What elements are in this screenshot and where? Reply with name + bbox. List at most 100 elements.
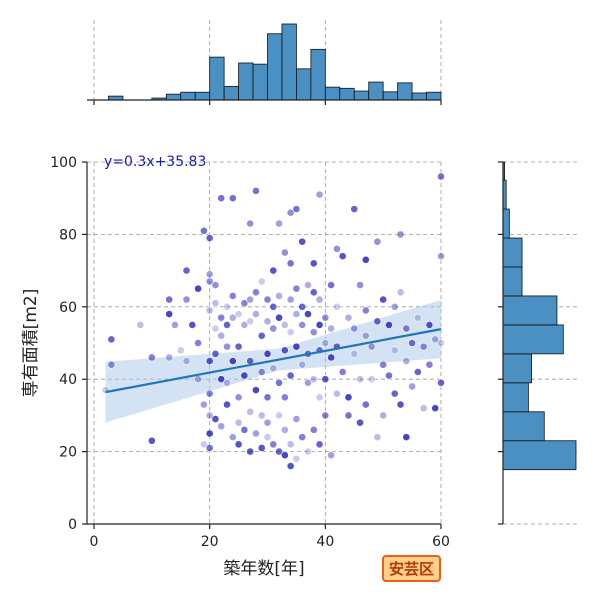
data-point	[280, 425, 289, 434]
data-point	[147, 436, 156, 445]
data-point	[269, 302, 278, 311]
data-point	[199, 226, 208, 235]
data-point	[286, 440, 295, 449]
data-point	[182, 357, 191, 365]
data-point	[379, 411, 388, 420]
data-point	[228, 357, 237, 365]
data-point	[217, 331, 226, 340]
data-point	[373, 433, 382, 442]
data-point	[298, 433, 307, 442]
data-point	[252, 187, 260, 195]
data-point	[321, 411, 330, 420]
data-point	[292, 205, 301, 213]
data-point	[390, 346, 399, 355]
data-point	[327, 324, 336, 333]
x-hist-bar	[180, 91, 196, 101]
data-point	[280, 346, 289, 355]
data-point	[171, 320, 179, 329]
data-point	[350, 324, 359, 333]
data-point	[246, 219, 255, 228]
data-point	[240, 371, 249, 380]
data-point	[338, 252, 347, 261]
data-point	[182, 295, 191, 304]
x-hist-bar	[397, 82, 413, 101]
data-point	[269, 266, 278, 275]
main-plot: 0 20 40 60 0 20 40 60 80 100 y=0.3x+35.83 築年数[年]…	[21, 154, 450, 579]
y-hist-bar	[502, 411, 545, 442]
data-point	[332, 302, 341, 311]
data-point	[182, 266, 191, 275]
data-point	[321, 313, 330, 322]
data-point	[304, 310, 312, 318]
y-hist-bar	[502, 208, 510, 239]
data-point	[315, 320, 324, 329]
y-hist-bar	[502, 295, 558, 326]
data-point	[286, 462, 295, 470]
data-point	[356, 375, 364, 384]
data-point	[304, 378, 312, 387]
data-point	[286, 328, 295, 337]
x-hist-bar	[411, 92, 427, 101]
data-point	[292, 415, 301, 423]
data-point	[437, 172, 445, 181]
data-point	[309, 259, 318, 268]
x-hist-bar	[426, 91, 442, 101]
x-hist-bar	[353, 90, 370, 101]
data-point	[344, 313, 353, 322]
data-point	[252, 310, 260, 318]
data-point	[246, 295, 255, 304]
data-point	[257, 331, 266, 340]
x-tick-label: 0	[90, 534, 99, 550]
data-point	[361, 331, 370, 340]
data-point	[396, 400, 405, 409]
data-point	[304, 281, 312, 289]
data-point	[211, 415, 220, 423]
data-point	[275, 313, 283, 322]
data-point	[217, 313, 226, 322]
data-point	[228, 433, 237, 442]
data-point	[217, 194, 226, 203]
data-point	[188, 320, 197, 329]
data-point	[332, 244, 341, 253]
data-point	[286, 295, 295, 304]
data-point	[194, 339, 202, 347]
data-point	[252, 429, 260, 438]
data-point	[419, 342, 428, 351]
data-point	[223, 342, 231, 351]
x-tick-label: 20	[201, 534, 219, 550]
x-hist-bar	[252, 63, 268, 101]
right-histogram	[498, 161, 578, 525]
data-point	[379, 360, 388, 369]
data-point	[199, 400, 208, 409]
data-point	[275, 219, 283, 228]
data-point	[309, 425, 318, 434]
data-point	[356, 418, 364, 427]
data-point	[402, 433, 411, 442]
data-point	[373, 237, 382, 246]
data-point	[205, 234, 214, 242]
data-point	[263, 393, 272, 402]
data-point	[211, 324, 220, 333]
data-point	[408, 339, 416, 347]
y-axis-label: 専有面積[m2]	[21, 289, 41, 398]
data-point	[327, 353, 336, 362]
data-point	[390, 389, 399, 398]
data-point	[327, 451, 336, 460]
data-point	[217, 422, 226, 431]
data-point	[286, 208, 295, 217]
data-point	[332, 389, 341, 398]
data-point	[408, 382, 416, 391]
data-point	[257, 444, 266, 452]
data-point	[275, 447, 283, 456]
data-point	[286, 259, 295, 268]
data-point	[199, 440, 208, 449]
data-point	[321, 339, 330, 347]
y-tick-label: 100	[50, 155, 77, 171]
x-tick-label: 60	[432, 534, 450, 550]
data-point	[431, 404, 440, 413]
x-hist-bar	[209, 56, 225, 101]
y-hist-bar	[502, 382, 529, 413]
data-point	[223, 320, 231, 329]
data-point	[252, 386, 260, 394]
